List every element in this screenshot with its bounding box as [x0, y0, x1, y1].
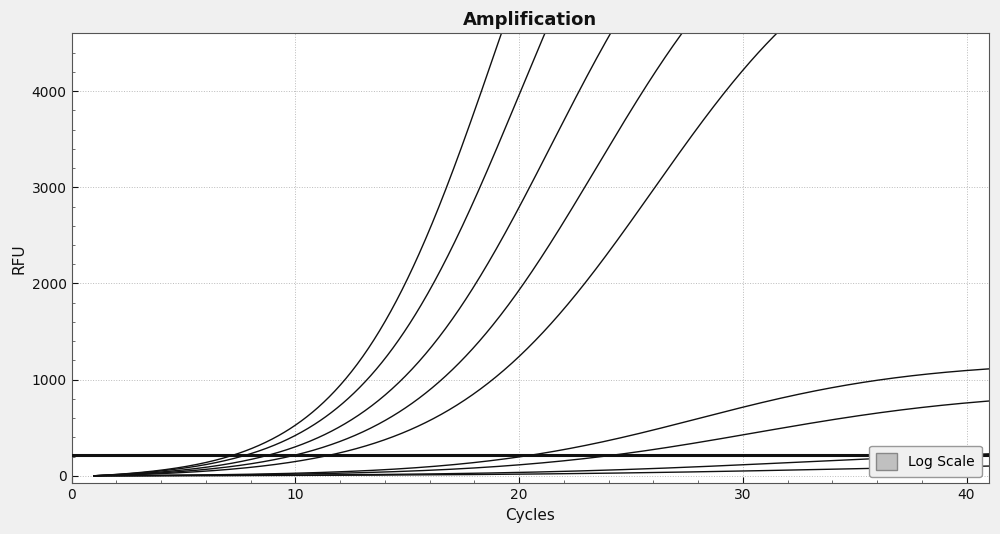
Legend: Log Scale: Log Scale: [869, 446, 982, 476]
Y-axis label: RFU: RFU: [11, 243, 26, 274]
X-axis label: Cycles: Cycles: [505, 508, 555, 523]
Title: Amplification: Amplification: [463, 11, 597, 29]
